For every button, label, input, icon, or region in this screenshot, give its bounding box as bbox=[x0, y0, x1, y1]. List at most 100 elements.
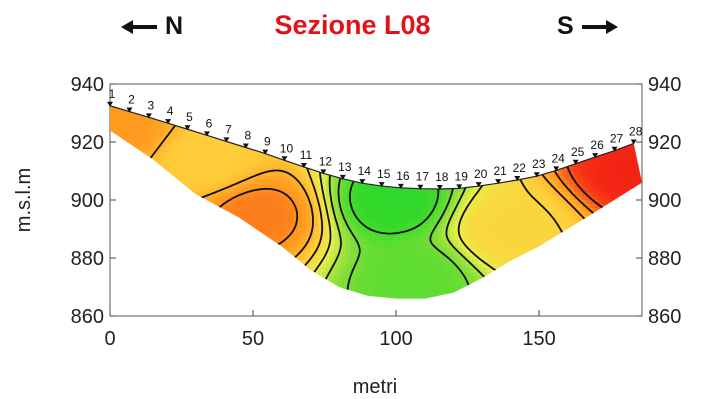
field-cell bbox=[574, 188, 579, 193]
field-cell bbox=[354, 196, 359, 201]
field-cell bbox=[142, 148, 147, 153]
field-cell bbox=[202, 172, 207, 177]
field-cell bbox=[526, 208, 531, 213]
field-cell bbox=[298, 244, 303, 249]
field-cell bbox=[222, 180, 227, 185]
field-cell bbox=[550, 220, 555, 225]
field-cell bbox=[562, 184, 567, 189]
field-cell bbox=[174, 160, 179, 165]
field-cell bbox=[218, 172, 223, 177]
field-cell bbox=[230, 148, 235, 153]
field-cell bbox=[422, 196, 427, 201]
field-cell bbox=[150, 124, 155, 129]
field-cell bbox=[526, 180, 531, 185]
field-cell bbox=[170, 136, 175, 141]
field-cell bbox=[502, 192, 507, 197]
field-cell bbox=[170, 168, 175, 173]
field-cell bbox=[290, 188, 295, 193]
field-cell bbox=[450, 220, 455, 225]
field-cell bbox=[354, 224, 359, 229]
field-cell bbox=[270, 180, 275, 185]
field-cell bbox=[578, 184, 583, 189]
field-cell bbox=[542, 180, 547, 185]
field-cell bbox=[222, 184, 227, 189]
field-cell bbox=[346, 192, 351, 197]
field-cell bbox=[410, 212, 415, 217]
field-cell bbox=[522, 224, 527, 229]
field-cell bbox=[402, 240, 407, 245]
field-cell bbox=[150, 144, 155, 149]
field-cell bbox=[458, 232, 463, 237]
field-cell bbox=[126, 136, 131, 141]
field-cell bbox=[562, 216, 567, 221]
field-cell bbox=[590, 188, 595, 193]
field-cell bbox=[154, 144, 159, 149]
field-cell bbox=[542, 200, 547, 205]
field-cell bbox=[442, 192, 447, 197]
field-cell bbox=[506, 236, 511, 241]
field-cell bbox=[162, 140, 167, 145]
field-cell bbox=[530, 224, 535, 229]
field-cell bbox=[234, 212, 239, 217]
field-cell bbox=[334, 236, 339, 241]
field-cell bbox=[594, 196, 599, 201]
field-cell bbox=[626, 164, 631, 169]
field-cell bbox=[202, 168, 207, 173]
field-cell bbox=[602, 184, 607, 189]
field-cell bbox=[218, 152, 223, 157]
field-cell bbox=[462, 240, 467, 245]
field-cell bbox=[450, 236, 455, 241]
field-cell bbox=[154, 124, 159, 129]
field-cell bbox=[262, 228, 267, 233]
field-cell bbox=[570, 200, 575, 205]
field-cell bbox=[210, 148, 215, 153]
field-cell bbox=[190, 136, 195, 141]
field-cell bbox=[394, 220, 399, 225]
field-cell bbox=[378, 228, 383, 233]
field-cell bbox=[202, 144, 207, 149]
field-cell bbox=[314, 180, 319, 185]
field-cell bbox=[214, 168, 219, 173]
field-cell bbox=[158, 140, 163, 145]
field-cell bbox=[438, 212, 443, 217]
field-cell bbox=[242, 180, 247, 185]
field-cell bbox=[470, 232, 475, 237]
field-cell bbox=[410, 220, 415, 225]
field-cell bbox=[198, 148, 203, 153]
field-cell bbox=[438, 232, 443, 237]
field-cell bbox=[142, 124, 147, 129]
field-cell bbox=[598, 200, 603, 205]
field-cell bbox=[530, 236, 535, 241]
field-cell bbox=[566, 220, 571, 225]
field-cell bbox=[162, 124, 167, 129]
field-cell bbox=[514, 232, 519, 237]
field-cell bbox=[338, 184, 343, 189]
field-cell bbox=[398, 232, 403, 237]
field-cell bbox=[406, 208, 411, 213]
field-cell bbox=[486, 208, 491, 213]
field-cell bbox=[250, 224, 255, 229]
field-cell bbox=[150, 136, 155, 141]
field-cell bbox=[582, 176, 587, 181]
field-cell bbox=[250, 204, 255, 209]
field-cell bbox=[394, 228, 399, 233]
field-cell bbox=[182, 168, 187, 173]
field-cell bbox=[254, 220, 259, 225]
field-cell bbox=[326, 224, 331, 229]
field-cell bbox=[322, 228, 327, 233]
field-cell bbox=[442, 200, 447, 205]
field-cell bbox=[262, 196, 267, 201]
field-cell bbox=[278, 204, 283, 209]
field-cell bbox=[274, 208, 279, 213]
field-cell bbox=[418, 196, 423, 201]
field-cell bbox=[514, 188, 519, 193]
field-cell bbox=[250, 172, 255, 177]
field-cell bbox=[310, 236, 315, 241]
field-cell bbox=[294, 168, 299, 173]
field-cell bbox=[346, 244, 351, 249]
field-cell bbox=[514, 204, 519, 209]
field-cell bbox=[470, 188, 475, 193]
field-cell bbox=[270, 204, 275, 209]
field-cell bbox=[354, 236, 359, 241]
field-cell bbox=[270, 236, 275, 241]
